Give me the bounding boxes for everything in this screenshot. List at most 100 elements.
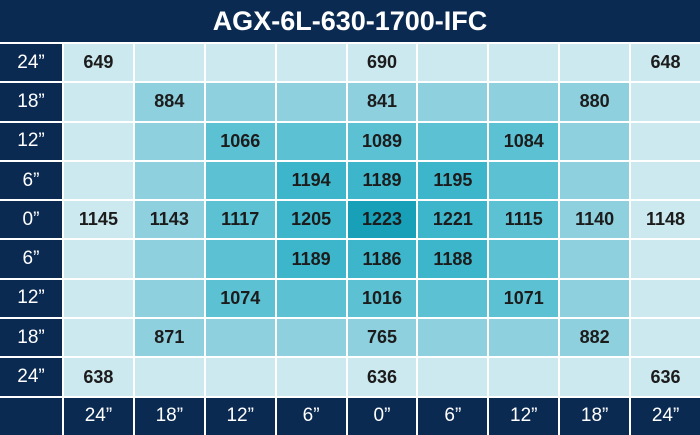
cell: 1148 — [631, 201, 700, 239]
cell — [64, 122, 133, 160]
cell — [418, 319, 488, 357]
cell — [489, 44, 559, 82]
cell: 1186 — [347, 240, 417, 278]
cell — [560, 358, 630, 396]
cell — [64, 240, 133, 278]
cell: 1145 — [64, 201, 133, 239]
row-label: 6” — [0, 240, 62, 278]
row-label: 24” — [0, 358, 62, 396]
cell — [64, 161, 133, 200]
cell — [418, 83, 488, 121]
cell: 871 — [134, 319, 204, 357]
table-title: AGX-6L-630-1700-IFC — [0, 0, 700, 42]
cell — [489, 319, 559, 357]
corner-cell — [0, 397, 62, 435]
cell — [205, 358, 275, 396]
column-label: 18” — [134, 397, 204, 435]
cell — [418, 358, 488, 396]
cell: 636 — [347, 358, 417, 396]
cell — [418, 122, 488, 160]
cell: 1143 — [134, 201, 204, 239]
row-label: 18” — [0, 83, 62, 121]
cell: 648 — [631, 44, 700, 82]
cell — [560, 279, 630, 318]
column-label: 0” — [347, 397, 417, 435]
cell — [631, 122, 700, 160]
cell — [276, 83, 346, 121]
row-label: 0” — [0, 201, 62, 239]
cell: 841 — [347, 83, 417, 121]
cell: 1071 — [489, 279, 559, 318]
cell: 636 — [631, 358, 700, 396]
column-label: 12” — [489, 397, 559, 435]
cell: 1205 — [276, 201, 346, 239]
cell: 1189 — [347, 161, 417, 200]
cell — [134, 279, 204, 318]
cell — [276, 279, 346, 318]
cell — [64, 83, 133, 121]
row-label: 18” — [0, 319, 62, 357]
cell — [134, 122, 204, 160]
cell — [64, 279, 133, 318]
cell — [205, 240, 275, 278]
row-label: 6” — [0, 161, 62, 200]
cell — [276, 122, 346, 160]
column-label: 18” — [560, 397, 630, 435]
column-label: 24” — [631, 397, 700, 435]
cell — [276, 44, 346, 82]
column-label: 24” — [64, 397, 133, 435]
cell: 1194 — [276, 161, 346, 200]
cell — [560, 161, 630, 200]
row-label: 12” — [0, 122, 62, 160]
cell — [489, 83, 559, 121]
cell: 1140 — [560, 201, 630, 239]
row-label: 24” — [0, 44, 62, 82]
cell: 1066 — [205, 122, 275, 160]
cell: 1084 — [489, 122, 559, 160]
cell: 649 — [64, 44, 133, 82]
cell — [205, 83, 275, 121]
cell: 690 — [347, 44, 417, 82]
cell — [64, 319, 133, 357]
cell — [560, 44, 630, 82]
cell — [560, 240, 630, 278]
cell — [489, 358, 559, 396]
cell: 1195 — [418, 161, 488, 200]
cell — [560, 122, 630, 160]
cell — [276, 358, 346, 396]
cell — [631, 319, 700, 357]
cell: 1074 — [205, 279, 275, 318]
cell — [205, 161, 275, 200]
cell — [489, 161, 559, 200]
cell: 884 — [134, 83, 204, 121]
cell: 765 — [347, 319, 417, 357]
cell: 1223 — [347, 201, 417, 239]
row-label: 12” — [0, 279, 62, 318]
cell — [489, 240, 559, 278]
column-label: 12” — [205, 397, 275, 435]
cell — [631, 240, 700, 278]
cell — [418, 44, 488, 82]
cell — [134, 44, 204, 82]
cell — [631, 161, 700, 200]
cell: 882 — [560, 319, 630, 357]
cell: 1188 — [418, 240, 488, 278]
cell — [205, 319, 275, 357]
cell — [276, 319, 346, 357]
cell — [631, 83, 700, 121]
cell — [631, 279, 700, 318]
cell: 1117 — [205, 201, 275, 239]
cell: 1189 — [276, 240, 346, 278]
cell — [418, 279, 488, 318]
column-label: 6” — [276, 397, 346, 435]
cell: 1016 — [347, 279, 417, 318]
cell: 1221 — [418, 201, 488, 239]
cell: 1115 — [489, 201, 559, 239]
cell: 880 — [560, 83, 630, 121]
cell — [134, 240, 204, 278]
cell — [134, 358, 204, 396]
cell: 638 — [64, 358, 133, 396]
cell — [205, 44, 275, 82]
cell — [134, 161, 204, 200]
